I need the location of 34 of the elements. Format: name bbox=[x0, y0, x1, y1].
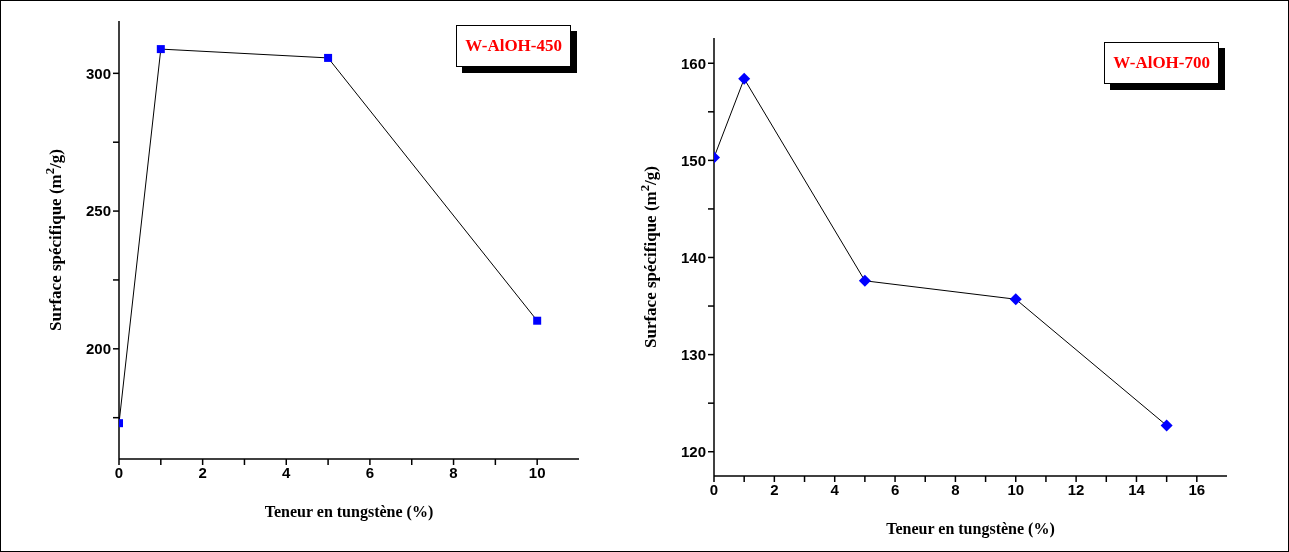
x-tick-label: 4 bbox=[282, 463, 292, 481]
x-tick-label: 0 bbox=[114, 463, 124, 481]
x-axis-title: Teneur en tungstène (%) bbox=[264, 503, 434, 521]
x-tick-label: 6 bbox=[365, 463, 375, 481]
x-axis-title: Teneur en tungstène (%) bbox=[886, 520, 1055, 538]
y-tick-label: 160 bbox=[680, 54, 706, 72]
y-tick-label: 200 bbox=[85, 340, 111, 358]
point bbox=[324, 53, 333, 62]
point bbox=[1160, 419, 1173, 432]
x-tick-label: 0 bbox=[709, 480, 719, 498]
x-tick-label: 2 bbox=[770, 480, 779, 498]
y-tick-label: 300 bbox=[85, 64, 111, 82]
x-tick-label: 14 bbox=[1128, 480, 1146, 498]
x-tick-label: 8 bbox=[951, 480, 960, 498]
y-tick-label: 140 bbox=[680, 248, 706, 266]
x-tick-label: 10 bbox=[1007, 480, 1025, 498]
y-tick-label: 250 bbox=[85, 202, 111, 220]
point bbox=[1009, 293, 1022, 306]
x-tick-label: 16 bbox=[1188, 480, 1206, 498]
x-tick-label: 12 bbox=[1067, 480, 1085, 498]
x-tick-label: 4 bbox=[830, 480, 840, 498]
point bbox=[858, 274, 871, 287]
annotation: W-AlOH-450 bbox=[456, 25, 571, 67]
x-tick-label: 8 bbox=[449, 463, 458, 481]
y-tick-label: 120 bbox=[680, 443, 706, 461]
y-tick-label: 150 bbox=[680, 151, 706, 169]
x-tick-label: 6 bbox=[890, 480, 900, 498]
point bbox=[738, 72, 751, 85]
x-tick-label: 10 bbox=[528, 463, 546, 481]
y-tick-label: 130 bbox=[680, 345, 706, 363]
annotation: W-AlOH-700 bbox=[1104, 42, 1219, 84]
point bbox=[156, 45, 165, 54]
x-tick-label: 2 bbox=[198, 463, 207, 481]
point bbox=[533, 316, 542, 325]
